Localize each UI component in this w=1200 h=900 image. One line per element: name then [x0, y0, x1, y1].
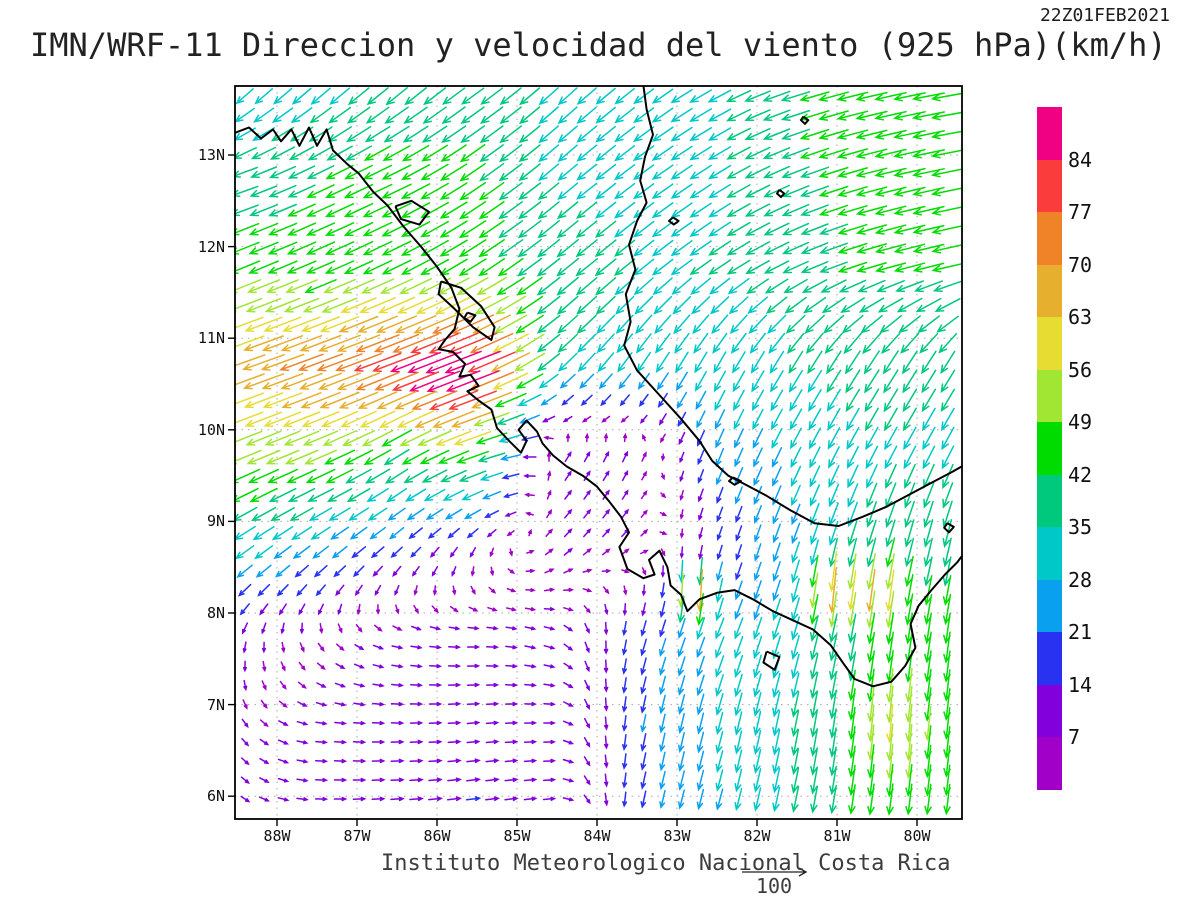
colorbar-segment	[1037, 264, 1062, 317]
colorbar-segment	[1037, 684, 1062, 737]
wind-vector-field	[235, 87, 962, 816]
colorbar-segment	[1037, 212, 1062, 265]
lon-tick-label: 82W	[743, 827, 771, 845]
colorbar-segment	[1037, 107, 1062, 160]
map-frame	[228, 85, 963, 826]
lon-tick-label: 81W	[823, 827, 851, 845]
colorbar-segment	[1037, 579, 1062, 632]
lon-tick-label: 87W	[343, 827, 371, 845]
lon-tick-label: 80W	[903, 827, 931, 845]
colorbar-tick-label: 7	[1068, 725, 1081, 749]
colorbar-segment	[1037, 159, 1062, 212]
colorbar-tick-label: 56	[1068, 357, 1093, 382]
colorbar-tick-label: 14	[1068, 672, 1093, 697]
colorbar-segment	[1037, 422, 1062, 475]
lat-tick-label: 12N	[197, 237, 225, 256]
colorbar-segment	[1037, 317, 1062, 370]
graticule-gridlines	[235, 86, 962, 819]
colorbar-tick-label: 28	[1068, 567, 1093, 592]
lat-tick-label: 11N	[197, 329, 225, 348]
coastline	[235, 86, 962, 688]
lon-tick-label: 86W	[423, 827, 451, 845]
colorbar-tick-label: 77	[1068, 200, 1093, 224]
colorbar-tick-label: 63	[1068, 305, 1093, 329]
lon-tick-label: 88W	[263, 827, 291, 845]
colorbar-tick-label: 70	[1068, 252, 1093, 277]
colorbar-tick-label: 42	[1068, 462, 1093, 487]
chart-title: IMN/WRF-11 Direccion y velocidad del vie…	[30, 26, 1167, 64]
lat-tick-label: 8N	[206, 604, 225, 622]
institute-caption: Instituto Meteorologico Nacional Costa R…	[381, 851, 951, 876]
lon-tick-label: 83W	[663, 827, 691, 845]
colorbar-tick-label: 84	[1068, 147, 1093, 172]
colorbar-tick-label: 21	[1068, 620, 1093, 644]
colorbar-segment	[1037, 474, 1062, 527]
lon-tick-label: 85W	[503, 827, 531, 845]
colorbar-segment	[1037, 737, 1062, 790]
reference-vector-label: 100	[755, 874, 793, 898]
lat-tick-label: 10N	[197, 420, 225, 439]
colorbar-segment	[1037, 632, 1062, 685]
colorbar-segment	[1037, 527, 1062, 580]
lon-tick-label: 84W	[583, 827, 611, 845]
colorbar-tick-label: 49	[1068, 410, 1093, 434]
lat-tick-label: 9N	[206, 512, 225, 531]
lat-tick-label: 7N	[206, 695, 225, 714]
lat-tick-label: 13N	[197, 146, 225, 164]
run-timestamp: 22Z01FEB2021	[1039, 5, 1170, 26]
lat-tick-label: 6N	[206, 787, 225, 806]
colorbar	[1037, 107, 1062, 790]
colorbar-tick-label: 35	[1068, 515, 1093, 539]
colorbar-segment	[1037, 369, 1062, 422]
